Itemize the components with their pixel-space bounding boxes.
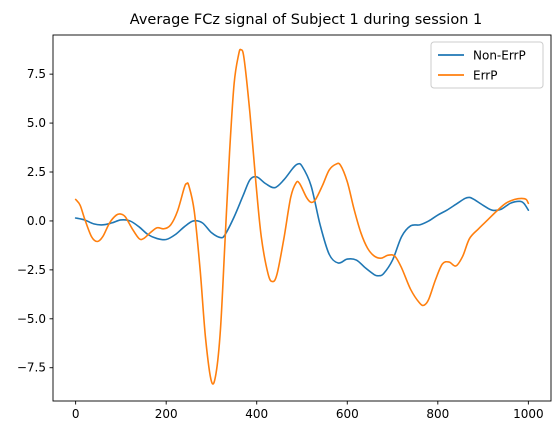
legend-label: Non-ErrP — [473, 49, 526, 63]
x-tick-label: 200 — [155, 407, 178, 421]
y-tick-label: 5.0 — [27, 116, 46, 130]
legend-label: ErrP — [473, 69, 497, 83]
x-tick-label: 800 — [426, 407, 449, 421]
y-tick-label: −5.0 — [17, 312, 46, 326]
x-tick-label: 400 — [245, 407, 268, 421]
x-tick-label: 1000 — [513, 407, 544, 421]
y-tick-label: 2.5 — [27, 165, 46, 179]
y-tick-label: 7.5 — [27, 67, 46, 81]
y-tick-label: 0.0 — [27, 214, 46, 228]
x-tick-label: 0 — [72, 407, 80, 421]
y-tick-label: −2.5 — [17, 263, 46, 277]
chart-title: Average FCz signal of Subject 1 during s… — [130, 12, 482, 28]
legend: Non-ErrP ErrP — [431, 42, 543, 88]
x-tick-label: 600 — [336, 407, 359, 421]
y-tick-label: −7.5 — [17, 361, 46, 375]
